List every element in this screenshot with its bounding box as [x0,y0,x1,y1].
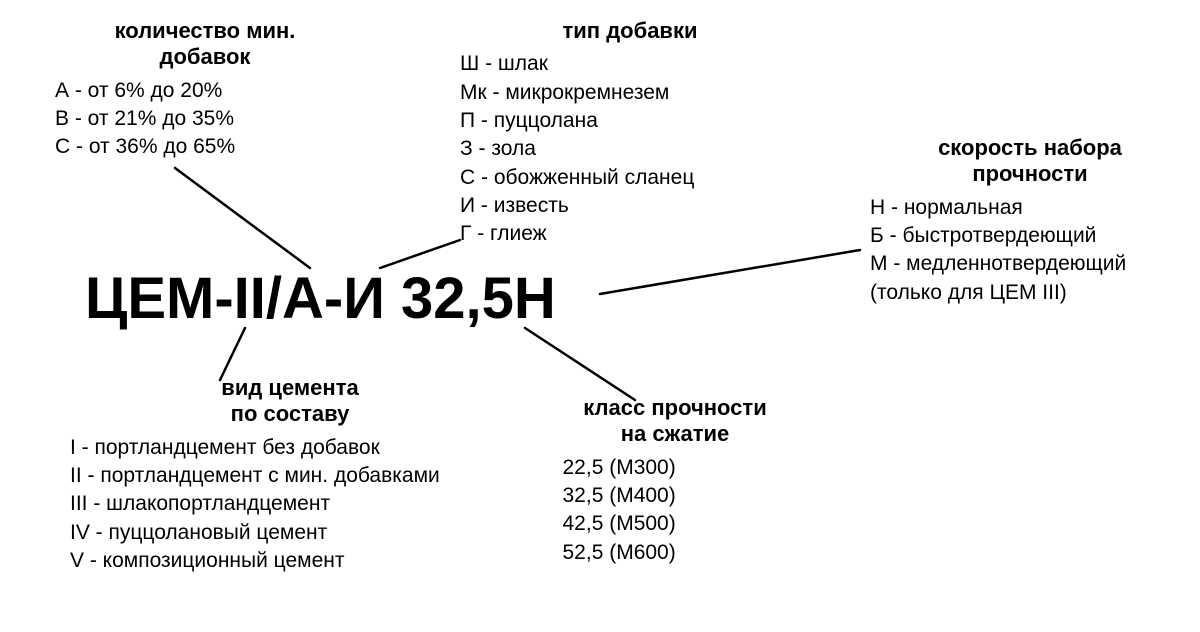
line-strength-class [525,328,635,400]
line-additive-amount [175,168,310,268]
callout-cement-type: вид цемента по составу I - портландцемен… [70,375,510,576]
callout-cement-type-items: I - портландцемент без добавок II - порт… [70,434,510,576]
callout-cement-type-title: вид цемента по составу [70,375,510,428]
callout-additive-amount: количество мин. добавок А - от 6% до 20%… [55,18,355,162]
line-cement-type [220,328,245,380]
line-additive-type [380,240,460,268]
callout-strength-speed: скорость набора прочности Н - нормальная… [870,135,1190,307]
line-strength-speed [600,250,860,294]
callout-strength-speed-items: Н - нормальная Б - быстротвердеющий М - … [870,194,1190,307]
callout-strength-class-title: класс прочности на сжатие [545,395,805,448]
callout-strength-speed-title: скорость набора прочности [870,135,1190,188]
callout-additive-type: тип добавки Ш - шлак Мк - микрокремнезем… [460,18,800,249]
callout-strength-class: класс прочности на сжатие 22,5 (М300) 32… [545,395,805,567]
callout-additive-amount-items: А - от 6% до 20% В - от 21% до 35% С - о… [55,77,355,162]
callout-strength-class-items: 22,5 (М300) 32,5 (М400) 42,5 (М500) 52,5… [545,454,805,567]
cement-code: ЦЕМ-II/А-И 32,5Н [85,265,556,332]
diagram-canvas: ЦЕМ-II/А-И 32,5Н количество мин. добавок… [0,0,1200,632]
callout-additive-type-title: тип добавки [460,18,800,44]
callout-additive-amount-title: количество мин. добавок [55,18,355,71]
callout-additive-type-items: Ш - шлак Мк - микрокремнезем П - пуццола… [460,50,800,248]
